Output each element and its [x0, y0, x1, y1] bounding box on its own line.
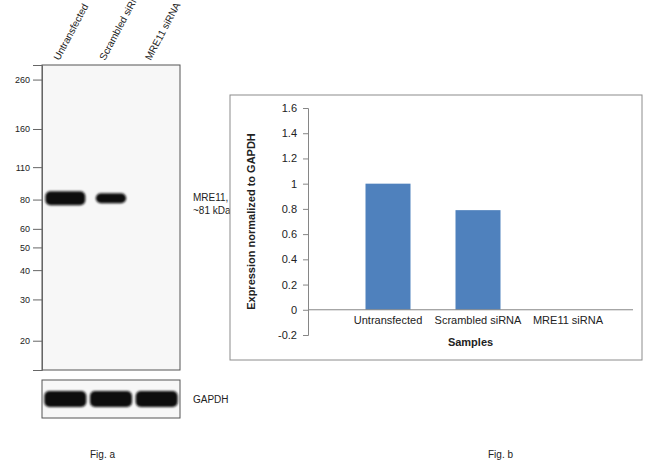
marker-axis-tick: 20	[20, 336, 42, 346]
band-label: MRE11,	[193, 192, 228, 203]
y-axis-tick-mark	[303, 209, 308, 210]
lane-label: Scrambled siRNA	[97, 0, 144, 62]
marker-axis-tick: 110	[16, 163, 42, 173]
x-axis: Untransfected Scrambled siRNA MRE11 siRNA	[354, 310, 604, 326]
x-axis-line	[308, 309, 633, 310]
y-axis-title: Expression normalized to GAPDH	[245, 133, 257, 310]
x-axis-title: Samples	[448, 336, 493, 348]
loading-control-band	[44, 391, 86, 407]
marker-axis-tick-mark	[33, 129, 42, 130]
y-axis-tick-mark	[303, 133, 308, 134]
x-axis-tick-label: Untransfected	[354, 314, 422, 326]
lane-label: Untransfected	[51, 2, 90, 62]
y-axis-tick-label: 1.2	[282, 152, 297, 164]
y-axis-tick-label: 1	[291, 178, 297, 190]
y-axis-tick-mark	[303, 234, 308, 235]
x-axis-tick-label: Scrambled siRNA	[435, 314, 522, 326]
y-axis-tick: 0.4	[282, 253, 308, 265]
y-axis-tick-mark	[303, 335, 308, 336]
marker-axis-tick-mark	[33, 270, 42, 271]
band	[45, 191, 85, 205]
marker-axis-tick-mark	[33, 341, 42, 342]
loading-control-bands	[44, 391, 177, 407]
y-axis-tick: 0.8	[282, 203, 308, 215]
y-axis-line	[303, 109, 309, 336]
marker-axis-tick: 30	[20, 295, 42, 305]
y-axis-tick-mark	[303, 285, 308, 286]
bar	[366, 184, 411, 310]
figure: 260160110806050403020UntransfectedScramb…	[0, 0, 650, 464]
blot-panel: 260 160 110 80 60 50 40 30 20 UntransfectedScramb…	[15, 0, 231, 460]
bar-chart: -0.2 0 0.2 0.4 0.6 0.8 1 1.2 1.4 1.6 Untransfected…	[230, 95, 642, 460]
marker-axis-tick: 50	[20, 243, 42, 253]
y-axis-tick-mark	[303, 310, 308, 311]
band	[96, 193, 126, 203]
bands	[45, 191, 126, 205]
marker-axis-tick: 160	[15, 124, 42, 134]
loading-control-band	[136, 391, 178, 407]
y-axis-tick: -0.2	[278, 329, 308, 341]
y-axis-tick-mark	[303, 259, 308, 260]
y-axis-tick: 1.2	[282, 152, 308, 164]
x-axis-tick: Untransfected	[354, 310, 422, 326]
y-axis-tick-label: 0.4	[282, 253, 297, 265]
loading-control-label: GAPDH	[193, 394, 229, 405]
y-axis-tick-label: 0.6	[282, 228, 297, 240]
y-axis-tick: 1.6	[282, 102, 308, 114]
y-axis-tick-label: 1.4	[282, 127, 297, 139]
x-axis-tick-label: MRE11 siRNA	[533, 314, 604, 326]
marker-axis-line	[33, 66, 43, 371]
marker-axis: 260 160 110 80 60 50 40 30 20	[15, 66, 43, 371]
y-axis: -0.2 0 0.2 0.4 0.6 0.8 1 1.2 1.4 1.6	[278, 102, 308, 341]
marker-axis-tick: 260	[15, 75, 42, 85]
marker-axis-tick-mark	[33, 247, 42, 248]
bar	[456, 210, 501, 310]
y-axis-tick: 0	[291, 304, 308, 316]
x-axis-tick: MRE11 siRNA	[533, 310, 604, 326]
marker-axis-tick: 60	[20, 224, 42, 234]
y-axis-tick-label: -0.2	[278, 329, 297, 341]
y-axis-tick-mark	[303, 108, 308, 109]
marker-axis-tick-label: 260	[15, 75, 30, 85]
lane-label: MRE11 siRNA	[143, 0, 183, 62]
figure-caption: Fig. a	[90, 449, 115, 460]
marker-axis-tick-mark	[33, 167, 42, 168]
marker-axis-tick-label: 160	[15, 124, 30, 134]
marker-axis-tick-label: 50	[20, 243, 30, 253]
marker-axis-tick-label: 60	[20, 224, 30, 234]
y-axis-tick: 1	[291, 178, 308, 190]
marker-axis-tick-mark	[33, 299, 42, 300]
marker-axis-tick: 40	[20, 266, 42, 276]
marker-axis-tick-mark	[33, 200, 42, 201]
blot-frame	[42, 65, 180, 370]
x-axis-tick: Scrambled siRNA	[435, 310, 522, 326]
marker-axis-tick-label: 110	[16, 163, 30, 173]
y-axis-tick-mark	[303, 184, 308, 185]
marker-axis-tick-mark	[33, 229, 42, 230]
loading-control-frame	[42, 380, 180, 418]
y-axis-tick: 1.4	[282, 127, 308, 139]
y-axis-tick-label: 0.8	[282, 203, 297, 215]
y-axis-tick: 0.6	[282, 228, 308, 240]
y-axis-tick-label: 1.6	[282, 102, 297, 114]
marker-axis-tick-label: 20	[20, 336, 30, 346]
y-axis-tick-label: 0	[291, 304, 297, 316]
y-axis-tick-mark	[303, 158, 308, 159]
loading-control-band	[90, 391, 132, 407]
y-axis-tick-label: 0.2	[282, 279, 297, 291]
marker-axis-tick-mark	[33, 80, 42, 81]
band-label: ~81 kDa	[193, 205, 231, 216]
y-axis-tick: 0.2	[282, 279, 308, 291]
figure-caption: Fig. b	[488, 449, 513, 460]
marker-axis-tick-label: 40	[20, 266, 30, 276]
chart-frame	[230, 95, 642, 360]
marker-axis-tick-label: 80	[20, 195, 30, 205]
marker-axis-tick-label: 30	[20, 295, 30, 305]
marker-axis-tick: 80	[20, 195, 42, 205]
bars	[366, 184, 501, 310]
